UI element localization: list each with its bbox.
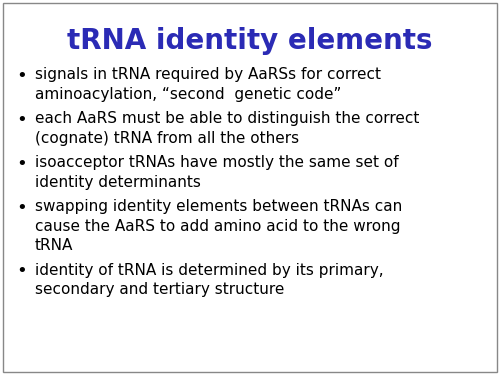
Text: cause the AaRS to add amino acid to the wrong: cause the AaRS to add amino acid to the … [35, 219, 401, 234]
Text: secondary and tertiary structure: secondary and tertiary structure [35, 282, 284, 297]
Text: identity determinants: identity determinants [35, 174, 201, 189]
Text: tRNA: tRNA [35, 238, 74, 253]
Text: each AaRS must be able to distinguish the correct: each AaRS must be able to distinguish th… [35, 111, 419, 126]
Text: •: • [16, 67, 28, 85]
Text: identity of tRNA is determined by its primary,: identity of tRNA is determined by its pr… [35, 262, 384, 278]
Text: •: • [16, 199, 28, 217]
Text: isoacceptor tRNAs have mostly the same set of: isoacceptor tRNAs have mostly the same s… [35, 155, 399, 170]
Text: (cognate) tRNA from all the others: (cognate) tRNA from all the others [35, 130, 299, 146]
Text: •: • [16, 262, 28, 280]
Text: aminoacylation, “second  genetic code”: aminoacylation, “second genetic code” [35, 87, 342, 102]
Text: swapping identity elements between tRNAs can: swapping identity elements between tRNAs… [35, 199, 402, 214]
Text: •: • [16, 111, 28, 129]
Text: signals in tRNA required by AaRSs for correct: signals in tRNA required by AaRSs for co… [35, 67, 381, 82]
Text: •: • [16, 155, 28, 173]
Text: tRNA identity elements: tRNA identity elements [67, 27, 433, 55]
